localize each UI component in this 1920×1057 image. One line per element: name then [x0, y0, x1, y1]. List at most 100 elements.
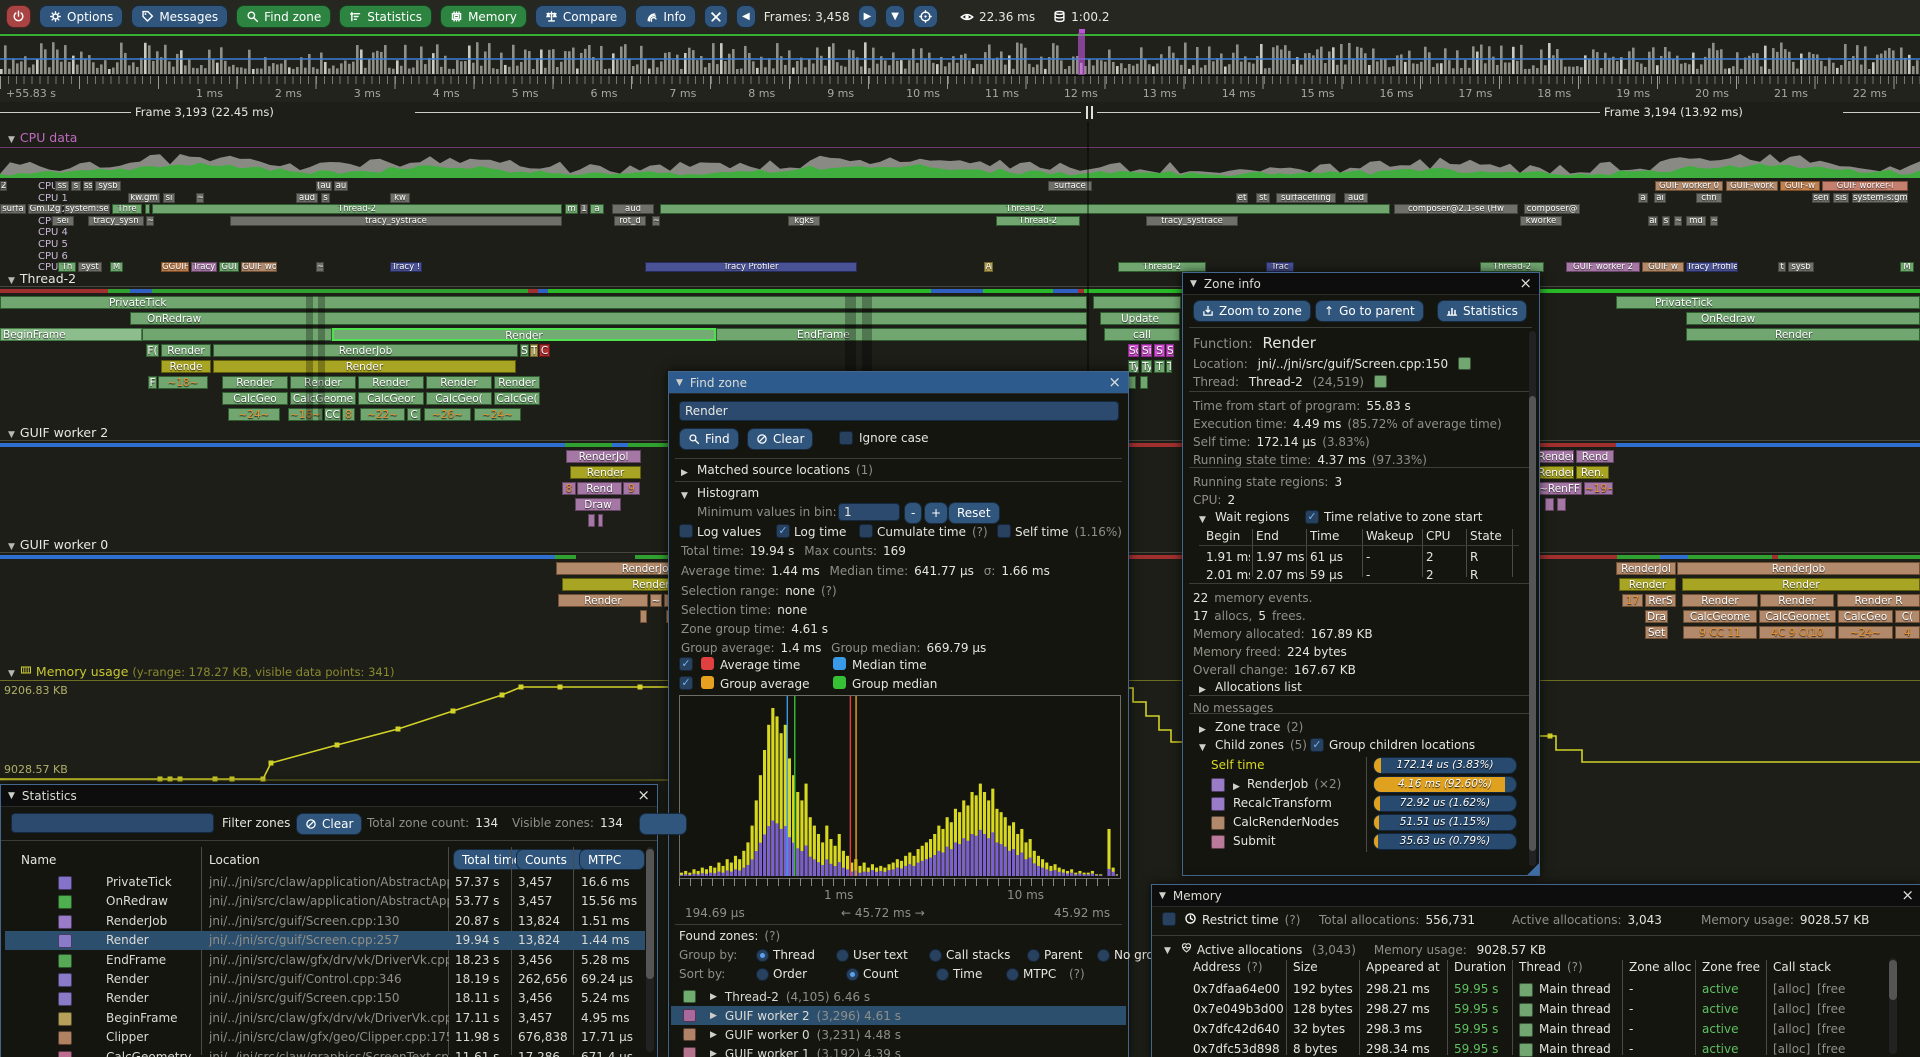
- zone-chip[interactable]: ~24~: [228, 408, 280, 421]
- memory-usage-header[interactable]: ▼ Memory usage (y-range: 178.27 KB, visi…: [8, 664, 395, 679]
- zone-chip[interactable]: C(: [1895, 610, 1920, 623]
- sort-by-radio[interactable]: [936, 968, 949, 981]
- cpu-zone-chip[interactable]: syst: [78, 262, 102, 273]
- thread-header-guif-worker-2[interactable]: ▼ GUIF worker 2: [8, 425, 108, 440]
- allocation-row[interactable]: 0x7dfc42d640 32 bytes 298.3 ms 59.95 s Main …: [1152, 1020, 1912, 1040]
- zone-chip[interactable]: ~22~: [360, 408, 405, 421]
- zone-chip[interactable]: [1128, 376, 1136, 389]
- zone-chip[interactable]: [588, 514, 595, 527]
- zone-chip[interactable]: Render: [1686, 328, 1920, 341]
- cpu-zone-chip[interactable]: Thread-2: [152, 204, 562, 215]
- zone-chip[interactable]: Render: [332, 328, 716, 341]
- cpu-zone-chip[interactable]: tracy_systrace: [1146, 215, 1238, 226]
- cpu-zone-chip[interactable]: GUI: [219, 262, 239, 273]
- cpu-zone-chip[interactable]: et: [1236, 192, 1248, 203]
- histogram-option-checkbox[interactable]: [997, 524, 1011, 538]
- statistics-row[interactable]: Render jni/../jni/src/guif/Screen.cpp:257…: [5, 931, 645, 951]
- expand-icon[interactable]: ▶: [710, 1010, 717, 1021]
- cpu-zone-chip[interactable]: ai: [1654, 192, 1666, 203]
- found-zone-row[interactable]: ▶ GUIF worker 1 (3,192) 4.39 s: [671, 1044, 1126, 1057]
- statistics-row[interactable]: Clipper jni/../jni/src/claw/gfx/geo/Clipp…: [5, 1028, 645, 1047]
- cpu-zone-chip[interactable]: ~: [652, 215, 660, 226]
- statistics-row[interactable]: RenderJob jni/../jni/src/guif/Screen.cpp:…: [5, 912, 645, 931]
- jump-to-frame-button[interactable]: ▼: [885, 5, 905, 28]
- close-icon[interactable]: ×: [1519, 274, 1532, 292]
- zone-chip[interactable]: CalcGeomet: [1759, 610, 1836, 623]
- zone-chip[interactable]: ~18~: [158, 376, 208, 389]
- memory-button[interactable]: Memory: [440, 5, 527, 28]
- zone-chip[interactable]: RerS: [1645, 594, 1676, 607]
- group-by-radio[interactable]: [1027, 949, 1040, 962]
- statistics-row[interactable]: BeginFrame jni/../jni/src/claw/gfx/drv/vk…: [5, 1009, 645, 1028]
- filter-zones-input[interactable]: [11, 813, 214, 833]
- zone-chip[interactable]: CalcGeo(: [426, 392, 492, 405]
- zone-chip[interactable]: 4: [1895, 626, 1920, 639]
- cpu-zone-chip[interactable]: kw.gm: [128, 192, 160, 203]
- cpu-zone-chip[interactable]: Thread-2: [1118, 262, 1206, 273]
- focus-frame-button[interactable]: [913, 5, 938, 28]
- cpu-zone-chip[interactable]: kworke: [1520, 215, 1562, 226]
- found-zone-row[interactable]: ▶ Thread-2 (4,105) 6.46 s: [671, 987, 1126, 1006]
- zone-chip[interactable]: Render: [426, 376, 492, 389]
- thread-header-thread-2[interactable]: ▼ Thread-2: [8, 271, 76, 286]
- zone-chip[interactable]: ~24~: [474, 408, 521, 421]
- zone-chip[interactable]: S: [1166, 344, 1174, 357]
- cpu-data-header[interactable]: ▼ CPU data: [8, 130, 77, 145]
- zone-chip[interactable]: F(: [146, 344, 159, 357]
- allocation-row[interactable]: 0x7dfc53d898 8 bytes 298.34 ms 59.95 s Main …: [1152, 1040, 1912, 1057]
- zone-chip[interactable]: CC: [324, 408, 341, 421]
- zone-chip[interactable]: S: [520, 344, 529, 357]
- statistics-row[interactable]: OnRedraw jni/../jni/src/claw/application/…: [5, 892, 645, 911]
- cpu-zone-chip[interactable]: [145, 204, 150, 215]
- zone-chip[interactable]: Set: [1645, 626, 1668, 639]
- group-children-checkbox[interactable]: ✓: [1310, 738, 1324, 752]
- cpu-zone-chip[interactable]: GGUIF: [161, 262, 189, 273]
- zone-chip[interactable]: T: [1166, 360, 1172, 373]
- zone-chip[interactable]: OnRedraw: [130, 312, 1087, 325]
- statistics-button[interactable]: Statistics: [1437, 300, 1527, 322]
- statistics-row[interactable]: CalcGeometry jni/../jni/src/claw/graphics…: [5, 1048, 645, 1057]
- zone-chip[interactable]: Render: [1682, 578, 1920, 591]
- cpu-zone-chip[interactable]: M: [110, 262, 123, 273]
- cpu-zone-chip[interactable]: aud: [612, 204, 654, 215]
- time-ruler[interactable]: +55.83 s 1 ms 2 ms 3 ms 4 ms 5 ms 6 ms 7 ms 8 ms…: [0, 76, 1920, 102]
- cpu-zone-chip[interactable]: system-s:gms: [1852, 192, 1908, 203]
- cpu-zone-chip[interactable]: Gm.l2g: [28, 204, 62, 215]
- decrease-bin-button[interactable]: -: [904, 502, 923, 524]
- zone-chip[interactable]: [142, 328, 332, 341]
- zone-chip[interactable]: F: [148, 376, 157, 389]
- memory-titlebar[interactable]: ▼ Memory ×: [1152, 885, 1920, 907]
- group-by-radio[interactable]: [836, 949, 849, 962]
- sort-by-radio[interactable]: [846, 968, 859, 981]
- frame-label-left[interactable]: Frame 3,193 (22.45 ms): [135, 105, 274, 119]
- restrict-time-checkbox[interactable]: [1162, 912, 1176, 926]
- compare-button[interactable]: Compare: [534, 5, 628, 28]
- zone-chip[interactable]: [1093, 296, 1181, 309]
- memory-scrollbar[interactable]: [1889, 958, 1897, 1054]
- child-time-bar[interactable]: 51.51 us (1.15%): [1373, 814, 1517, 831]
- cpu-zone-chip[interactable]: ai: [1648, 215, 1658, 226]
- cpu-zone-chip[interactable]: GUIF w: [1642, 262, 1684, 273]
- zone-chip[interactable]: Render: [358, 376, 424, 389]
- zone-chip[interactable]: Ren.: [1576, 466, 1609, 479]
- cpu-zone-chip[interactable]: GUIF worker 0: [1655, 181, 1723, 191]
- cpu-zone-chip[interactable]: GUIF worker 2: [1566, 262, 1640, 273]
- cpu-zone-chip[interactable]: tracy_sysn: [88, 215, 144, 226]
- zone-chip[interactable]: PrivateTick: [0, 296, 1087, 309]
- expand-icon[interactable]: ▶: [710, 991, 717, 1002]
- cpu-zone-chip[interactable]: 2: [0, 181, 7, 191]
- zone-chip[interactable]: ~RenFF: [1537, 482, 1582, 495]
- power-button[interactable]: [6, 5, 31, 28]
- cpu-zone-chip[interactable]: Tracy Profiler: [1686, 262, 1738, 273]
- cpu-zone-chip[interactable]: GUIF-w: [1780, 181, 1820, 191]
- cpu-zone-chip[interactable]: ~: [196, 192, 204, 203]
- found-zone-row[interactable]: ▶ GUIF worker 2 (3,296) 4.61 s: [671, 1006, 1126, 1025]
- zone-chip[interactable]: [598, 514, 603, 527]
- zone-chip[interactable]: Render: [213, 360, 516, 373]
- zone-chip[interactable]: OnRedraw: [1686, 312, 1920, 325]
- messages-button[interactable]: Messages: [131, 5, 229, 28]
- zone-chip[interactable]: 8: [342, 408, 355, 421]
- sort-by-radio[interactable]: [1006, 968, 1019, 981]
- cpu-zone-chip[interactable]: a: [590, 204, 604, 215]
- info-button[interactable]: Info: [635, 5, 697, 28]
